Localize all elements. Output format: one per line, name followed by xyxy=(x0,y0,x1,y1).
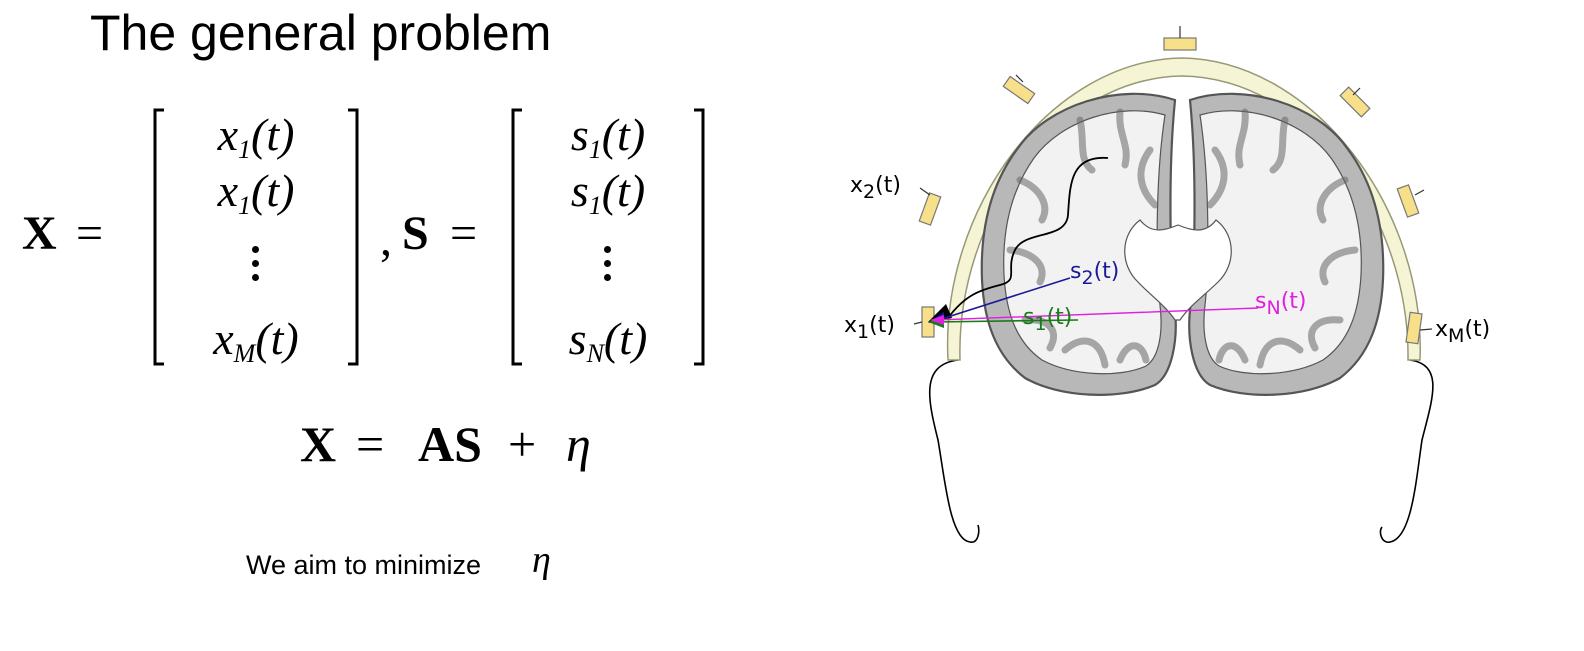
x-matrix-symbol: X xyxy=(22,207,57,260)
x-vector-right-bracket xyxy=(348,108,359,366)
slide-title: The general problem xyxy=(90,5,552,61)
sensors xyxy=(913,26,1433,345)
objective-eta-symbol: η xyxy=(532,539,551,581)
model-noise-eta: η xyxy=(566,416,591,472)
s-vector-right-bracket xyxy=(694,108,705,366)
model-plus-sign: + xyxy=(508,416,537,472)
s-vector-entry-last: sN(t) xyxy=(568,313,648,368)
source-label-s2: s2(t) xyxy=(1070,259,1119,289)
model-equals-sign: = xyxy=(356,416,385,472)
sensor-upper-left xyxy=(1002,75,1036,105)
model-as-term: AS xyxy=(418,416,482,472)
source-sN-arrow xyxy=(935,307,1259,321)
source-label-s1: s1(t) xyxy=(1023,305,1072,335)
x-vector-left-bracket xyxy=(153,108,164,366)
sensor-label-x2: x2(t) xyxy=(850,173,901,203)
vector-separator-comma: , xyxy=(380,213,392,266)
s-matrix-symbol: S xyxy=(402,207,429,260)
left-hemisphere xyxy=(980,92,1177,396)
sensor-right-mid xyxy=(1396,184,1420,218)
x-vector-entry-2: x1(t) xyxy=(217,165,295,220)
s-equals-sign: = xyxy=(450,207,478,260)
x-equals-sign: = xyxy=(76,207,104,260)
head-outline-right xyxy=(1379,359,1434,543)
sensor-label-xM: xM(t) xyxy=(1435,317,1490,347)
source-s1-arrow xyxy=(933,319,1079,323)
source-s2-arrow xyxy=(931,277,1071,323)
head-sensor-diagram: x2(t) x1(t) xM(t) s2(t) s1(t) sN(t) xyxy=(844,26,1490,543)
x-vector-entry-1: x1(t) xyxy=(217,109,295,164)
s-vector-entry-1: s1(t) xyxy=(570,109,646,164)
source-label-sN: sN(t) xyxy=(1255,289,1306,319)
source-sN-arrowhead xyxy=(930,315,944,325)
s-vector-entry-2: s1(t) xyxy=(570,165,646,220)
ventricles xyxy=(1124,219,1232,321)
sensor-x2 xyxy=(918,192,942,226)
sensor-label-x1: x1(t) xyxy=(844,313,895,343)
sensor-upper-right xyxy=(1339,86,1371,118)
s-vector-left-bracket xyxy=(511,108,522,366)
signal-path-wavy xyxy=(947,157,1109,319)
x-vector-entry-last: xM(t) xyxy=(213,313,299,368)
objective-text: We aim to minimize xyxy=(246,550,482,580)
model-x-symbol: X xyxy=(300,416,337,472)
sensor-xM xyxy=(1405,311,1423,345)
s-vector-vdots xyxy=(604,246,612,288)
sensor-top xyxy=(1163,37,1197,51)
x-vector-vdots xyxy=(252,246,260,288)
head-outline-left xyxy=(928,359,980,543)
